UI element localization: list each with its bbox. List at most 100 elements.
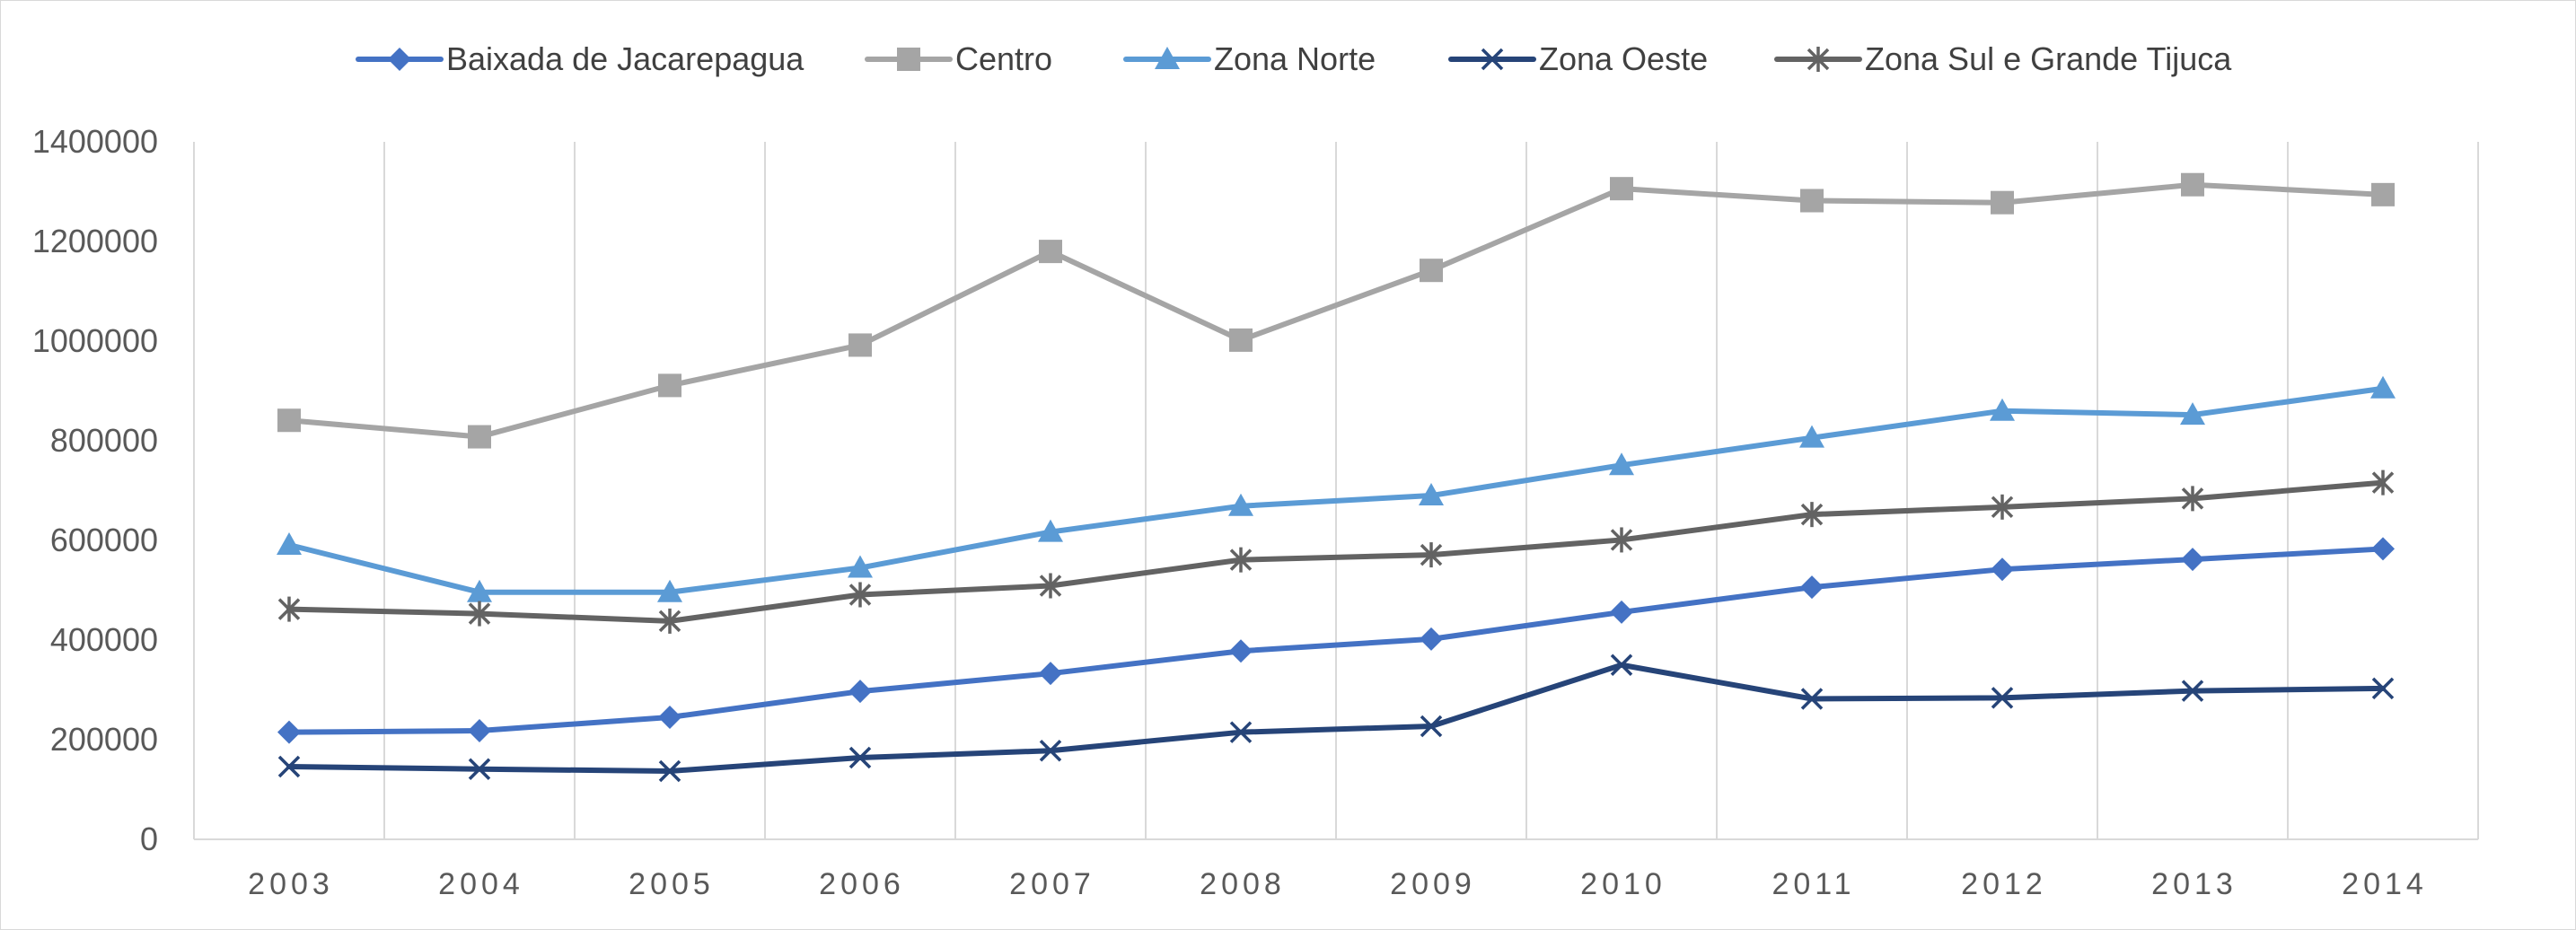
data-point bbox=[1991, 557, 2014, 582]
data-point bbox=[848, 333, 872, 357]
data-point bbox=[1039, 739, 1062, 762]
data-point bbox=[848, 680, 872, 704]
axes: 0 200000 400000 600000 800000 1000000 1200000 1… bbox=[32, 123, 2478, 901]
data-point bbox=[468, 601, 491, 627]
series-line bbox=[286, 546, 2386, 735]
series-line bbox=[286, 662, 2386, 774]
data-point bbox=[1420, 542, 1443, 568]
legend-label: Zona Norte bbox=[1214, 40, 1376, 77]
data-point bbox=[2181, 486, 2204, 512]
data-point bbox=[1229, 721, 1253, 743]
legend-marker bbox=[1481, 48, 1504, 71]
data-point bbox=[1609, 452, 1634, 476]
data-point bbox=[277, 408, 301, 433]
series-baixada-de-jacarepagua bbox=[277, 537, 2395, 744]
data-point bbox=[1800, 688, 1824, 710]
legend-label: Zona Oeste bbox=[1539, 40, 1709, 77]
x-tick-label: 2014 bbox=[2342, 867, 2428, 901]
legend-swatch bbox=[865, 48, 953, 71]
y-tick-label: 1400000 bbox=[32, 123, 158, 160]
data-point bbox=[1991, 494, 2014, 520]
data-point bbox=[1610, 600, 1633, 624]
y-tick-label: 800000 bbox=[50, 422, 158, 459]
data-point bbox=[468, 425, 491, 449]
data-point bbox=[2180, 402, 2205, 426]
gridlines bbox=[193, 142, 2479, 839]
data-point bbox=[1991, 190, 2014, 215]
x-tick-label: 2013 bbox=[2151, 867, 2238, 901]
y-tick-label: 200000 bbox=[50, 721, 158, 758]
series-zona-sul-e-grande-tijuca bbox=[277, 469, 2395, 634]
legend-label: Zona Sul e Grande Tijuca bbox=[1865, 40, 2232, 77]
data-point bbox=[1229, 547, 1253, 573]
legend-swatch bbox=[1448, 48, 1536, 71]
data-point bbox=[1990, 398, 2015, 421]
data-point bbox=[2181, 680, 2204, 702]
x-tick-label: 2004 bbox=[438, 867, 524, 901]
data-point bbox=[848, 746, 872, 769]
legend-marker bbox=[388, 48, 411, 71]
y-tick-label: 400000 bbox=[50, 621, 158, 658]
data-point bbox=[658, 706, 681, 730]
data-point bbox=[1039, 662, 1062, 686]
x-tick-label: 2007 bbox=[1009, 867, 1095, 901]
data-point bbox=[1799, 425, 1824, 448]
series-line bbox=[286, 385, 2386, 595]
data-point bbox=[1419, 483, 1444, 506]
data-point bbox=[658, 759, 681, 783]
data-point bbox=[2181, 548, 2204, 572]
data-point bbox=[1229, 328, 1253, 352]
series-zona-oeste bbox=[277, 654, 2395, 783]
y-tick-label: 1200000 bbox=[32, 223, 158, 259]
data-point bbox=[1800, 502, 1824, 528]
legend-marker bbox=[1155, 47, 1180, 69]
legend-swatch bbox=[1123, 47, 1211, 69]
data-point bbox=[277, 596, 301, 622]
x-tick-label: 2012 bbox=[1961, 867, 2047, 901]
data-point bbox=[468, 758, 491, 780]
data-point bbox=[1420, 715, 1443, 738]
data-point bbox=[1610, 654, 1633, 676]
data-point bbox=[657, 579, 682, 602]
x-tick-label: 2008 bbox=[1200, 867, 1286, 901]
data-point bbox=[1039, 240, 1062, 264]
y-tick-label: 0 bbox=[140, 820, 158, 857]
data-point bbox=[467, 579, 492, 602]
data-point bbox=[658, 608, 681, 634]
data-point bbox=[1229, 639, 1253, 663]
data-point bbox=[277, 755, 301, 778]
data-point bbox=[658, 373, 681, 398]
data-point bbox=[1420, 259, 1443, 283]
legend-label: Centro bbox=[955, 40, 1053, 77]
data-point bbox=[848, 582, 872, 608]
series-line bbox=[286, 181, 2386, 440]
x-tick-label: 2003 bbox=[248, 867, 334, 901]
data-point bbox=[2181, 172, 2204, 197]
data-point bbox=[1800, 575, 1824, 600]
series-zona-norte bbox=[277, 375, 2396, 602]
x-tick-label: 2005 bbox=[629, 867, 715, 901]
legend-label: Baixada de Jacarepagua bbox=[446, 40, 804, 77]
data-point bbox=[2371, 677, 2395, 700]
series-lines bbox=[277, 172, 2396, 783]
data-point bbox=[1420, 627, 1443, 651]
y-tick-label: 600000 bbox=[50, 522, 158, 558]
data-point bbox=[1610, 527, 1633, 553]
data-point bbox=[1610, 177, 1633, 201]
legend-swatch bbox=[356, 48, 444, 71]
data-point bbox=[1228, 493, 1253, 516]
data-point bbox=[1991, 687, 2014, 709]
legend: Baixada de Jacarepagua Centro Zona Norte Zo… bbox=[0, 32, 2576, 86]
data-point bbox=[468, 719, 491, 743]
data-point bbox=[277, 720, 301, 744]
data-point bbox=[2371, 537, 2395, 561]
x-tick-label: 2011 bbox=[1772, 867, 1855, 901]
x-tick-label: 2009 bbox=[1390, 867, 1476, 901]
x-tick-label: 2006 bbox=[819, 867, 905, 901]
data-point bbox=[848, 555, 873, 578]
series-centro bbox=[277, 172, 2395, 449]
data-point bbox=[277, 531, 302, 555]
legend-marker bbox=[897, 48, 920, 71]
